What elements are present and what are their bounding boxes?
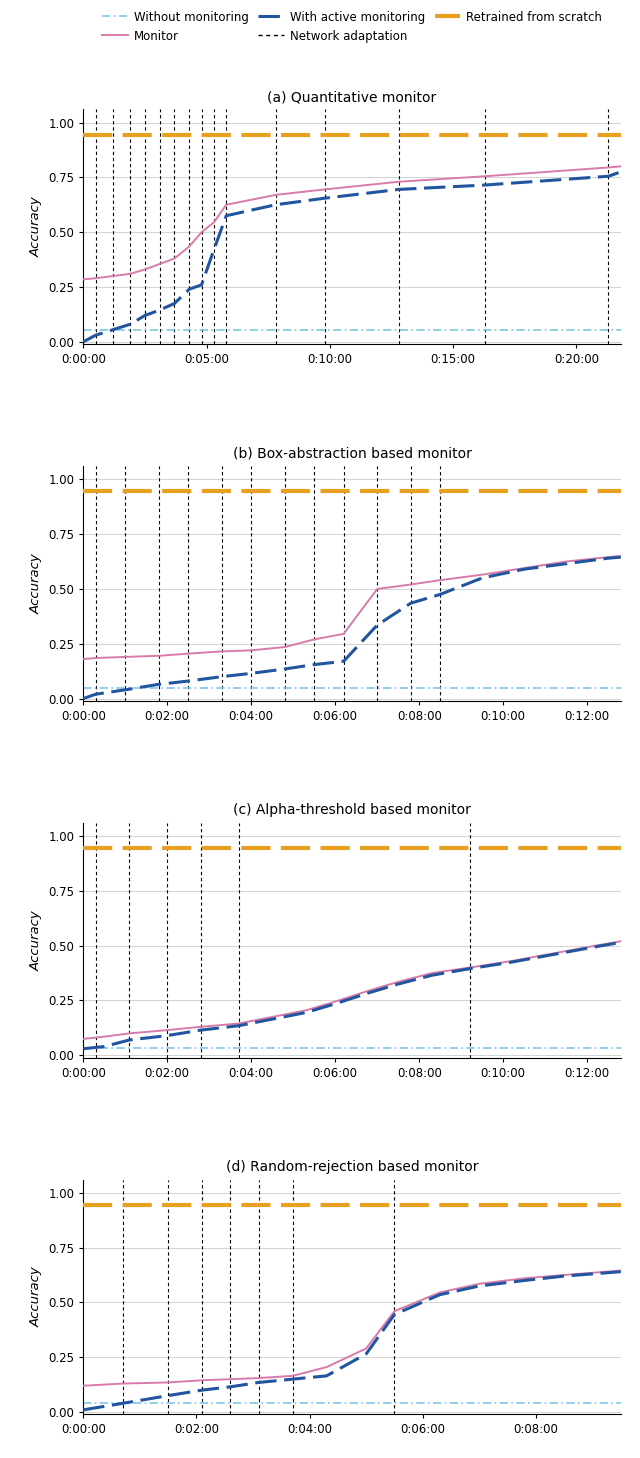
Y-axis label: Accuracy: Accuracy [29,553,43,614]
Title: (d) Random-rejection based monitor: (d) Random-rejection based monitor [226,1161,478,1174]
Title: (c) Alpha-threshold based monitor: (c) Alpha-threshold based monitor [233,803,471,818]
Legend: Without monitoring, Monitor, With active monitoring, Network adaptation, Retrain: Without monitoring, Monitor, With active… [97,6,607,47]
Y-axis label: Accuracy: Accuracy [29,910,43,971]
Title: (b) Box-abstraction based monitor: (b) Box-abstraction based monitor [232,446,472,461]
Title: (a) Quantitative monitor: (a) Quantitative monitor [268,90,436,104]
Y-axis label: Accuracy: Accuracy [29,197,43,257]
Y-axis label: Accuracy: Accuracy [29,1267,43,1327]
